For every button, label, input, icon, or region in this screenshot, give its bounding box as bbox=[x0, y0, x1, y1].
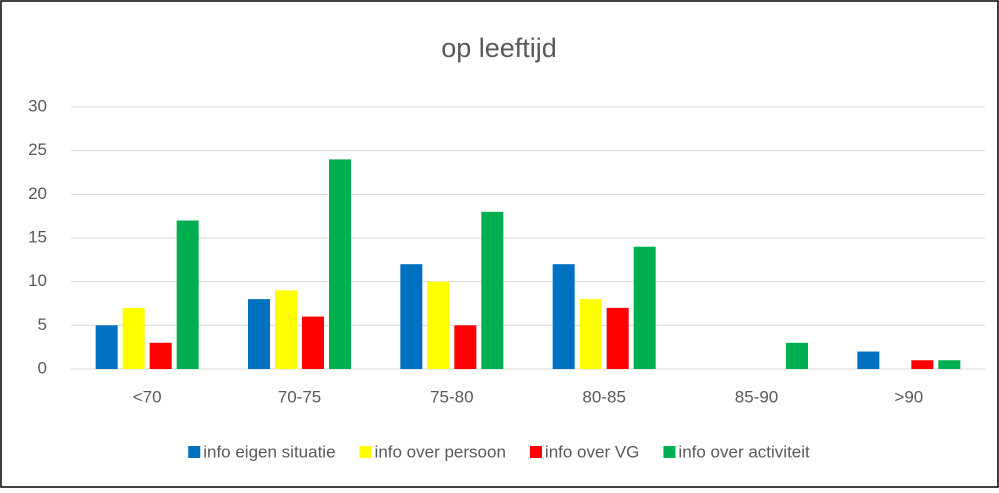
bar bbox=[329, 159, 351, 369]
chart-title: op leeftijd bbox=[441, 33, 557, 63]
bar bbox=[454, 325, 477, 369]
y-tick-label: 10 bbox=[28, 271, 47, 290]
bar bbox=[95, 325, 118, 369]
bar bbox=[857, 351, 880, 369]
bar bbox=[400, 264, 423, 369]
bar bbox=[633, 246, 656, 369]
bar bbox=[911, 360, 934, 369]
legend-swatch bbox=[529, 446, 542, 458]
bar bbox=[302, 316, 324, 369]
legend-label: info eigen situatie bbox=[203, 442, 335, 461]
bar bbox=[579, 299, 602, 369]
bar bbox=[938, 360, 961, 369]
y-tick-label: 30 bbox=[28, 96, 47, 115]
x-tick-label: 80-85 bbox=[582, 387, 625, 406]
y-tick-label: 20 bbox=[28, 184, 47, 203]
bar bbox=[149, 342, 172, 369]
legend-label: info over activiteit bbox=[678, 442, 810, 461]
y-tick-label: 0 bbox=[38, 358, 47, 377]
bar bbox=[275, 290, 297, 369]
legend-swatch bbox=[359, 446, 372, 458]
y-tick-label: 5 bbox=[38, 315, 47, 334]
y-tick-label: 25 bbox=[28, 140, 47, 159]
bar bbox=[176, 220, 199, 369]
bar bbox=[606, 307, 629, 369]
bar bbox=[248, 299, 270, 369]
bar bbox=[122, 307, 145, 369]
legend-label: info over VG bbox=[545, 442, 640, 461]
x-tick-label: <70 bbox=[133, 387, 162, 406]
x-tick-label: 75-80 bbox=[430, 387, 473, 406]
bar bbox=[786, 342, 808, 369]
bar bbox=[552, 264, 575, 369]
bar bbox=[427, 281, 450, 369]
x-tick-label: 85-90 bbox=[735, 387, 778, 406]
legend-label: info over persoon bbox=[375, 442, 506, 461]
legend-swatch bbox=[663, 446, 676, 458]
x-tick-label: >90 bbox=[894, 387, 923, 406]
y-tick-label: 15 bbox=[28, 227, 47, 246]
x-tick-label: 70-75 bbox=[278, 387, 321, 406]
bar bbox=[481, 211, 504, 369]
legend-swatch bbox=[188, 446, 201, 458]
